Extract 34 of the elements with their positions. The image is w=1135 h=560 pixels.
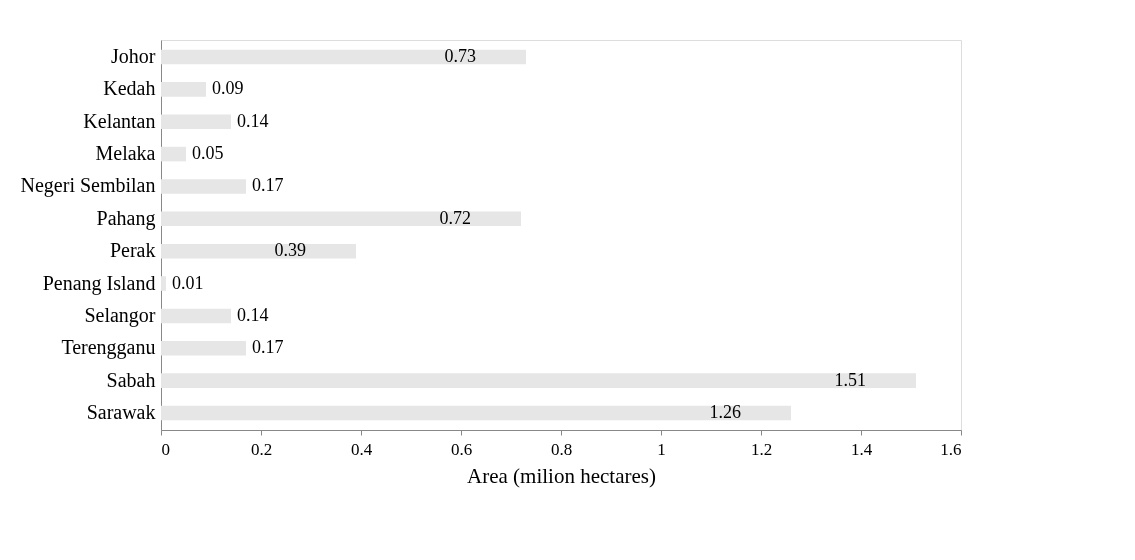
- data-label: 0.09: [212, 78, 244, 99]
- data-label: 0.39: [274, 240, 306, 261]
- y-tick-label: Melaka: [95, 142, 156, 165]
- data-label: 0.72: [439, 207, 471, 228]
- y-tick-label: Terengganu: [61, 336, 156, 360]
- x-tick-label: 1.6: [940, 439, 962, 459]
- data-label: 0.14: [237, 110, 269, 131]
- y-tick-label: Kedah: [103, 77, 156, 100]
- y-tick-label: Johor: [111, 44, 156, 67]
- x-tick-label: 0.6: [450, 439, 473, 459]
- y-tick-label: Negeri Sembilan: [20, 174, 156, 198]
- data-label: 0.73: [444, 45, 476, 66]
- y-tick-label: Kelantan: [83, 109, 156, 132]
- x-tick-label: 1.2: [750, 439, 773, 459]
- data-label: 1.26: [709, 402, 741, 423]
- y-tick-label: Sarawak: [86, 401, 156, 424]
- data-label: 1.51: [834, 369, 866, 390]
- data-label: 0.05: [192, 143, 224, 164]
- data-label: 0.17: [252, 337, 284, 358]
- x-tick-label: 0.8: [550, 439, 573, 459]
- y-tick-label: Selangor: [84, 303, 156, 327]
- x-tick-label: 1.4: [850, 439, 873, 459]
- y-tick-label: Penang Island: [42, 271, 156, 295]
- data-label: 0.01: [172, 272, 204, 293]
- x-tick-label: 0: [161, 439, 170, 459]
- x-axis-title: Area (milion hectares): [467, 463, 656, 488]
- data-label: 0.17: [252, 175, 284, 196]
- x-tick-label: 1: [657, 439, 666, 459]
- data-label: 0.14: [237, 304, 269, 325]
- y-tick-label: Perak: [109, 239, 156, 262]
- x-tick-label: 0.4: [350, 439, 373, 459]
- x-tick-label: 0.2: [250, 439, 273, 459]
- y-tick-label: Sabah: [106, 368, 156, 391]
- y-tick-label: Pahang: [96, 206, 156, 230]
